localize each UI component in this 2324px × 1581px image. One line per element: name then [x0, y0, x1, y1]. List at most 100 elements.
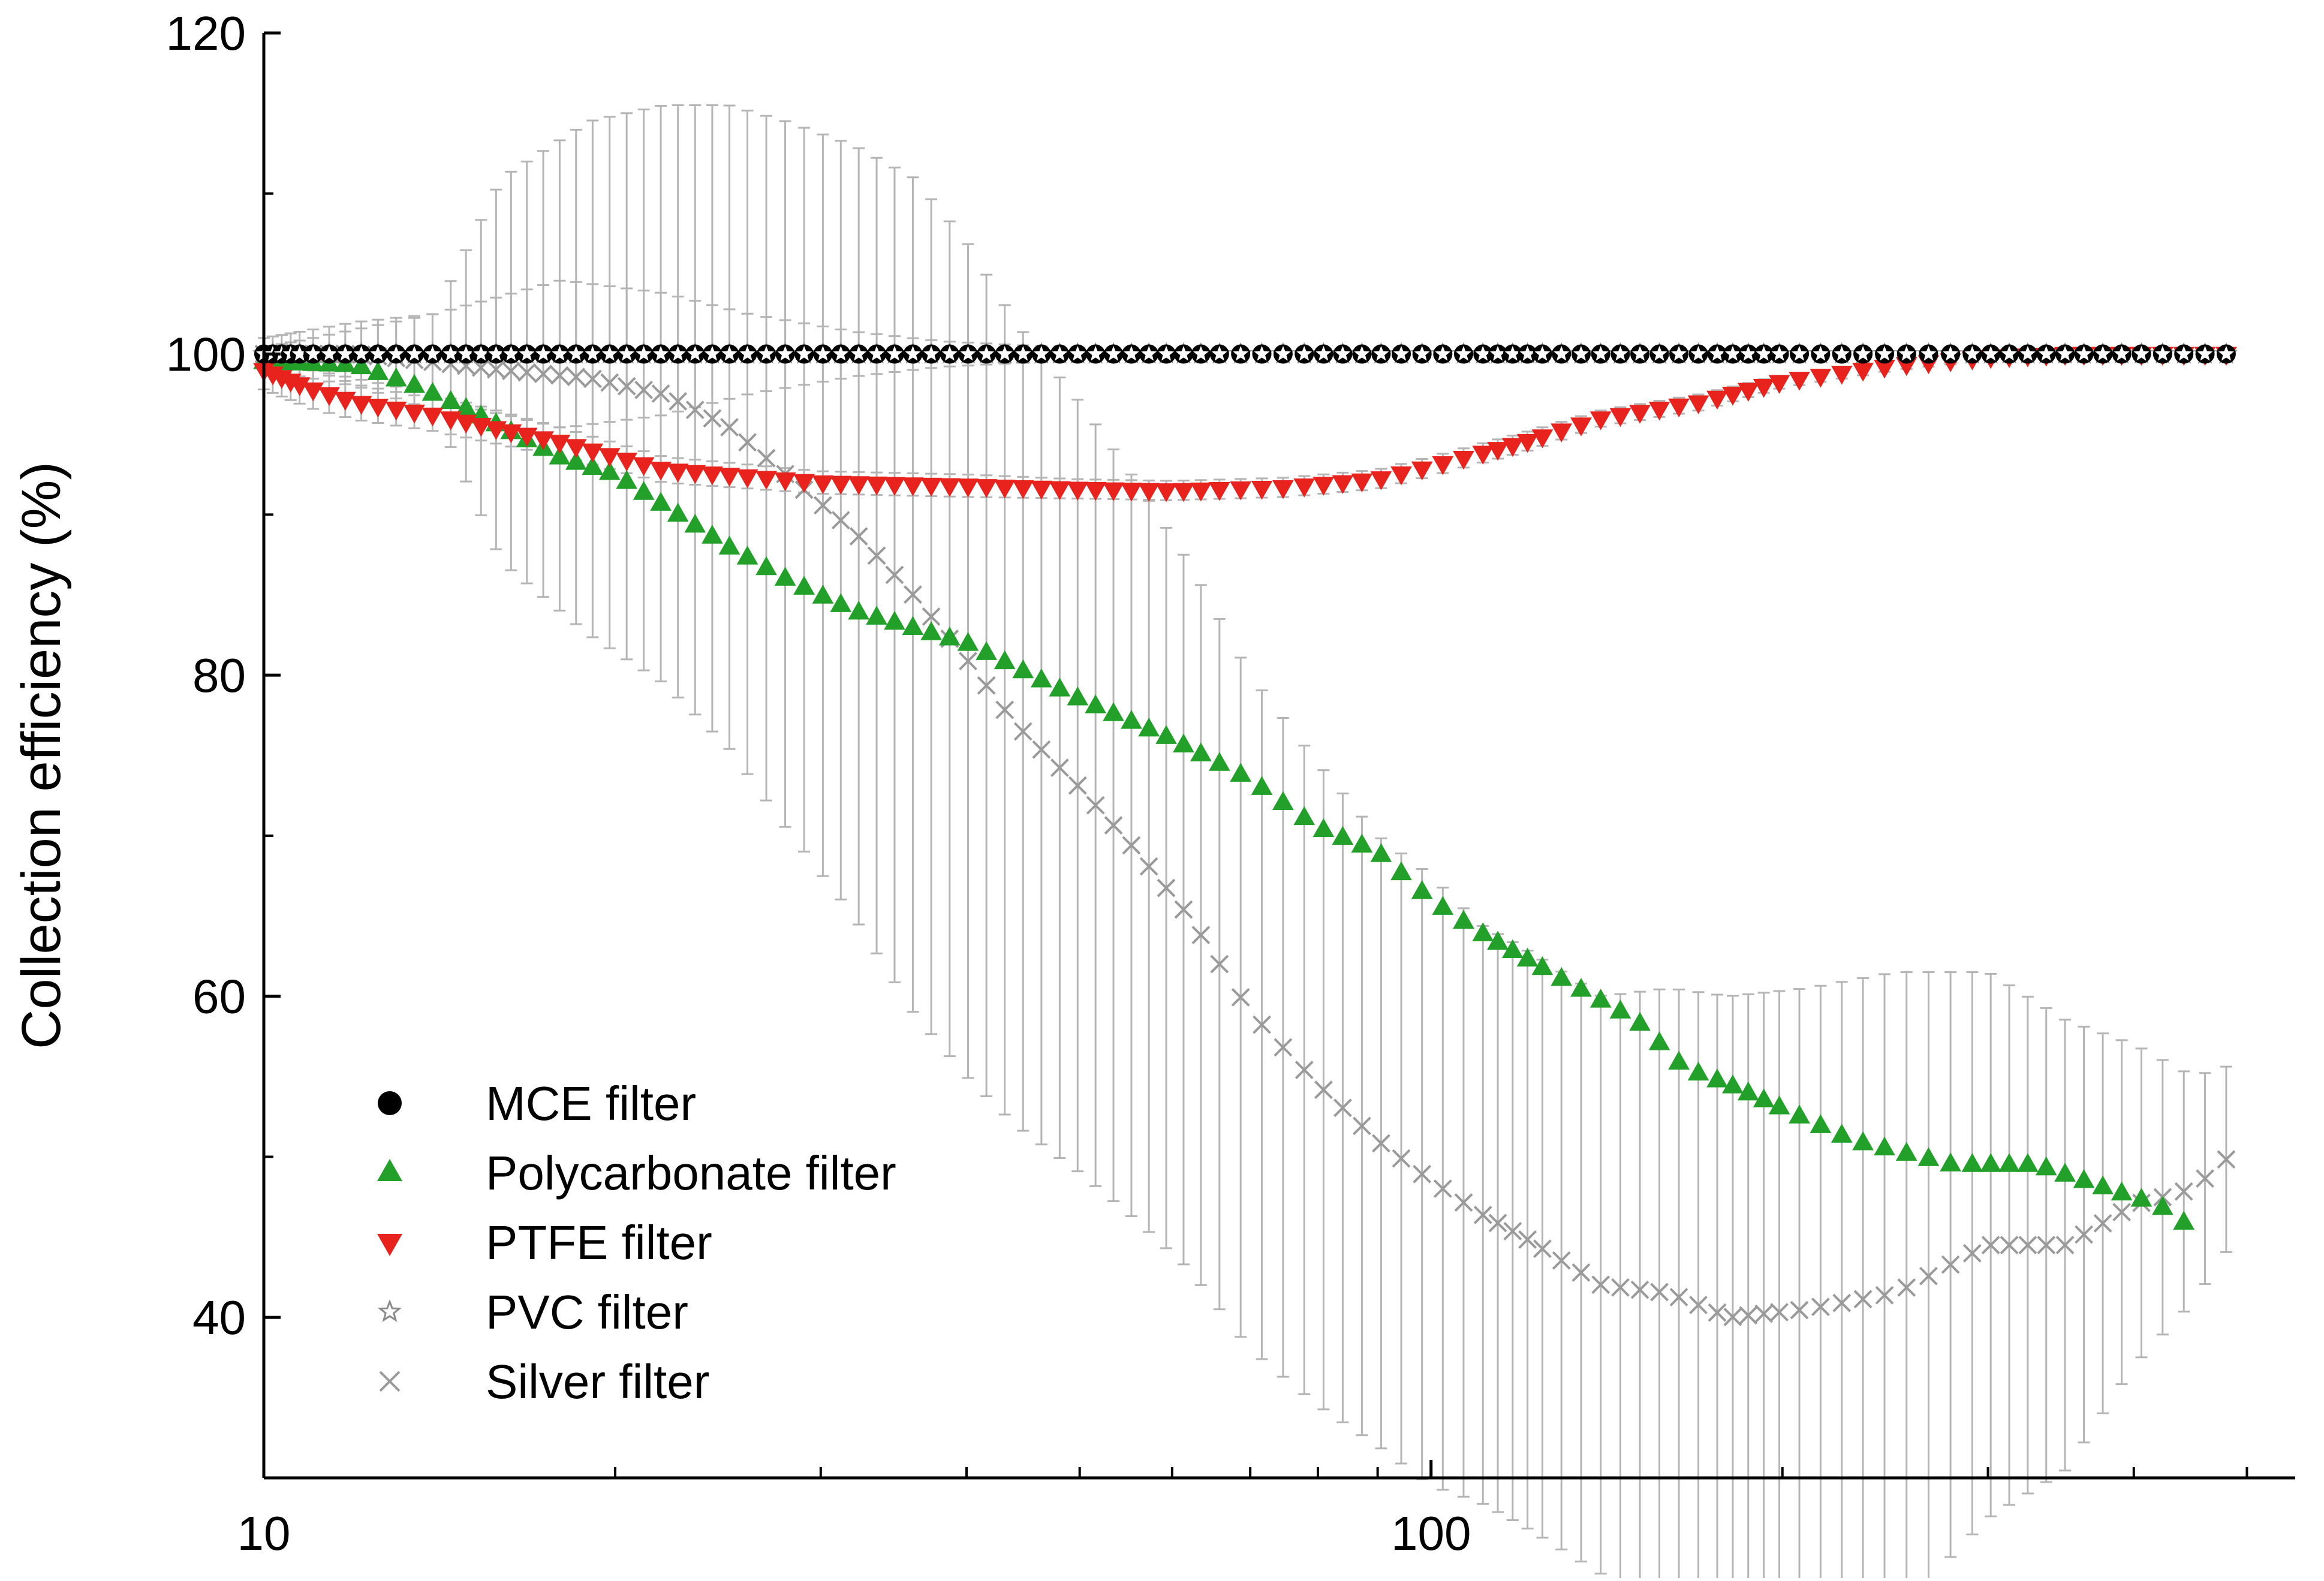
ptfe-point [1648, 402, 1670, 421]
polycarbonate-point [1272, 791, 1294, 811]
silver-point [1518, 1230, 1537, 1249]
mce-overlay-star [2038, 345, 2054, 361]
ptfe-point [1351, 473, 1373, 493]
mce-overlay-star [1593, 345, 1609, 361]
mce-overlay-star [636, 345, 652, 361]
ptfe-point [718, 468, 740, 487]
x-tick-label: 10 [237, 1507, 291, 1560]
ptfe-point [549, 435, 571, 454]
mce-overlay-star [2176, 345, 2192, 361]
mce-overlay-star [796, 345, 812, 361]
silver-point [651, 384, 670, 403]
silver-error-bar [1879, 973, 1891, 1581]
ptfe-point [1609, 408, 1631, 427]
silver-point [757, 448, 776, 468]
silver-point [1013, 722, 1032, 741]
ptfe-point [1030, 480, 1052, 500]
ptfe-point [938, 478, 961, 498]
mce-overlay-star [2076, 345, 2092, 361]
silver-point [2018, 1236, 2037, 1255]
mce-overlay-star [704, 345, 720, 361]
silver-point [1454, 1193, 1473, 1212]
ptfe-point [1501, 438, 1524, 457]
polycarbonate-point [718, 535, 740, 555]
silver-point [813, 496, 832, 515]
polycarbonate-point [455, 397, 477, 416]
mce-overlay-star [2114, 345, 2130, 361]
mce-overlay-star [1632, 345, 1648, 361]
silver-error-bar [1793, 988, 1806, 1581]
mce-overlay-star [1943, 345, 1959, 361]
polycarbonate-point [848, 600, 870, 620]
mce-overlay-star [1088, 345, 1104, 361]
ptfe-point [616, 452, 638, 472]
silver-point [1210, 954, 1229, 974]
ptfe-point [1590, 411, 1612, 430]
axes: 40 60 80 100 120 10 100 [166, 7, 2295, 1560]
polycarbonate-point [1085, 694, 1107, 713]
mce-overlay-star [1490, 345, 1506, 361]
mce-overlay-star [905, 345, 921, 361]
silver-point [2174, 1182, 2193, 1201]
silver-point [1853, 1290, 1873, 1309]
polycarbonate-point [1917, 1147, 1940, 1166]
polycarbonate-point [1516, 947, 1539, 967]
polycarbonate-point [1173, 733, 1194, 752]
ptfe-point [1874, 360, 1895, 379]
mce-overlay-star [833, 345, 849, 361]
ptfe-point [1370, 471, 1392, 490]
mce-overlay-star [1335, 345, 1351, 361]
silver-point [2000, 1236, 2019, 1255]
polycarbonate-point [367, 361, 389, 380]
mce-overlay-star [758, 345, 774, 361]
ptfe-point [516, 427, 538, 447]
mce-overlay-star [851, 345, 867, 361]
ptfe-point [1208, 482, 1230, 501]
ptfe-point [1453, 450, 1474, 470]
mce-overlay-star [619, 345, 635, 361]
silver-point [1739, 1306, 1758, 1325]
polycarbonate-point [2073, 1169, 2095, 1188]
ptfe-point [1155, 483, 1177, 502]
y-tick-label: 60 [192, 970, 246, 1023]
mce-overlay-star [1354, 345, 1370, 361]
polycarbonate-point [633, 481, 655, 500]
polycarbonate-point [1961, 1153, 1983, 1172]
mce-overlay-star [1690, 345, 1706, 361]
silver-point [600, 373, 619, 392]
silver-point [1630, 1280, 1649, 1299]
mce-overlay-star [2133, 345, 2150, 361]
mce-overlay-star [1740, 345, 1756, 361]
silver-point [1962, 1243, 1982, 1263]
polycarbonate-point [1012, 659, 1034, 679]
silver-point [669, 392, 688, 411]
polycarbonate-point [1487, 930, 1509, 950]
silver-point [1770, 1303, 1789, 1322]
ptfe-point [702, 466, 723, 486]
mce-overlay-star [1573, 345, 1589, 361]
polycarbonate-point [1190, 742, 1212, 761]
mce-overlay-star [503, 345, 519, 361]
y-axis-title: Collection efficiency (%) [11, 462, 72, 1049]
silver-point [1591, 1275, 1610, 1294]
ptfe-point [755, 471, 777, 490]
legend-item: PVC filter [377, 1285, 688, 1339]
mce-overlay-star [1519, 345, 1536, 361]
mce-overlay-star [1193, 345, 1209, 361]
mce-overlay-star [337, 345, 353, 361]
silver-error-bar [1857, 977, 1870, 1581]
mce-overlay-star [2001, 345, 2017, 361]
polycarbonate-point [702, 525, 723, 544]
mce-overlay-star [585, 345, 601, 361]
mce-overlay-star [601, 345, 618, 361]
mce-overlay-star [1158, 345, 1175, 361]
silver-point [995, 700, 1015, 719]
silver-point [2112, 1203, 2132, 1222]
mce-overlay-star [388, 345, 404, 361]
polycarbonate-point [1980, 1153, 2002, 1172]
silver-point [634, 380, 654, 399]
mce-overlay-star [568, 345, 584, 361]
silver-point [1191, 926, 1211, 944]
ptfe-point [532, 431, 554, 450]
polycarbonate-point [2092, 1175, 2114, 1195]
